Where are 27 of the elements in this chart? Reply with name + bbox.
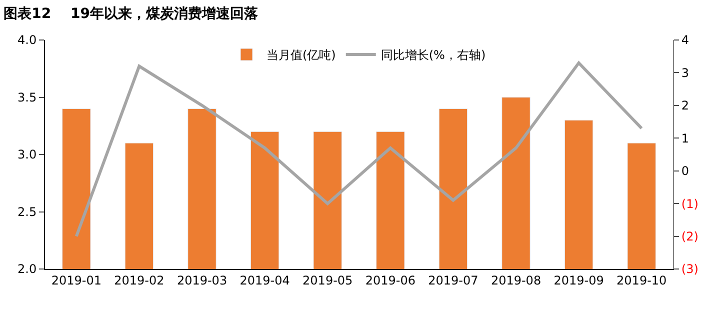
x-tick-label: 2019-10: [616, 273, 667, 288]
y-tick-label: 2.0: [18, 262, 37, 276]
y2-tick-label: (1): [681, 196, 698, 211]
y2-tick-label: 1: [681, 131, 690, 146]
y2-tick-label: 4: [681, 33, 690, 48]
y2-tick-label: 0: [681, 164, 690, 178]
y-tick-label: 4.0: [18, 33, 37, 48]
x-tick-label: 2019-04: [240, 273, 290, 288]
legend-label: 当月值(亿吨): [266, 48, 336, 62]
x-tick-label: 2019-09: [554, 273, 604, 288]
x-tick-label: 2019-08: [490, 273, 542, 288]
x-tick-label: 2019-06: [365, 273, 416, 288]
y-tick-label: 3.0: [18, 148, 37, 162]
y-tick-label: 2.5: [18, 204, 37, 219]
y-tick-label: 3.5: [18, 90, 37, 104]
y2-tick-label: 2: [681, 98, 690, 113]
x-tick-label: 2019-02: [114, 273, 164, 288]
y2-tick-label: 3: [681, 66, 690, 80]
line-series: [74, 61, 644, 238]
x-tick-label: 2019-03: [176, 273, 228, 288]
y2-tick-label: (3): [681, 262, 698, 276]
legend-label: 同比增长(%，右轴): [380, 48, 486, 62]
chart-title: 图表12 19年以来，煤炭消费增速回落: [4, 6, 260, 22]
x-tick-label: 2019-07: [428, 273, 478, 288]
y2-tick-label: (2): [681, 229, 698, 244]
x-tick-label: 2019-05: [302, 273, 353, 288]
x-tick-label: 2019-01: [51, 273, 102, 288]
